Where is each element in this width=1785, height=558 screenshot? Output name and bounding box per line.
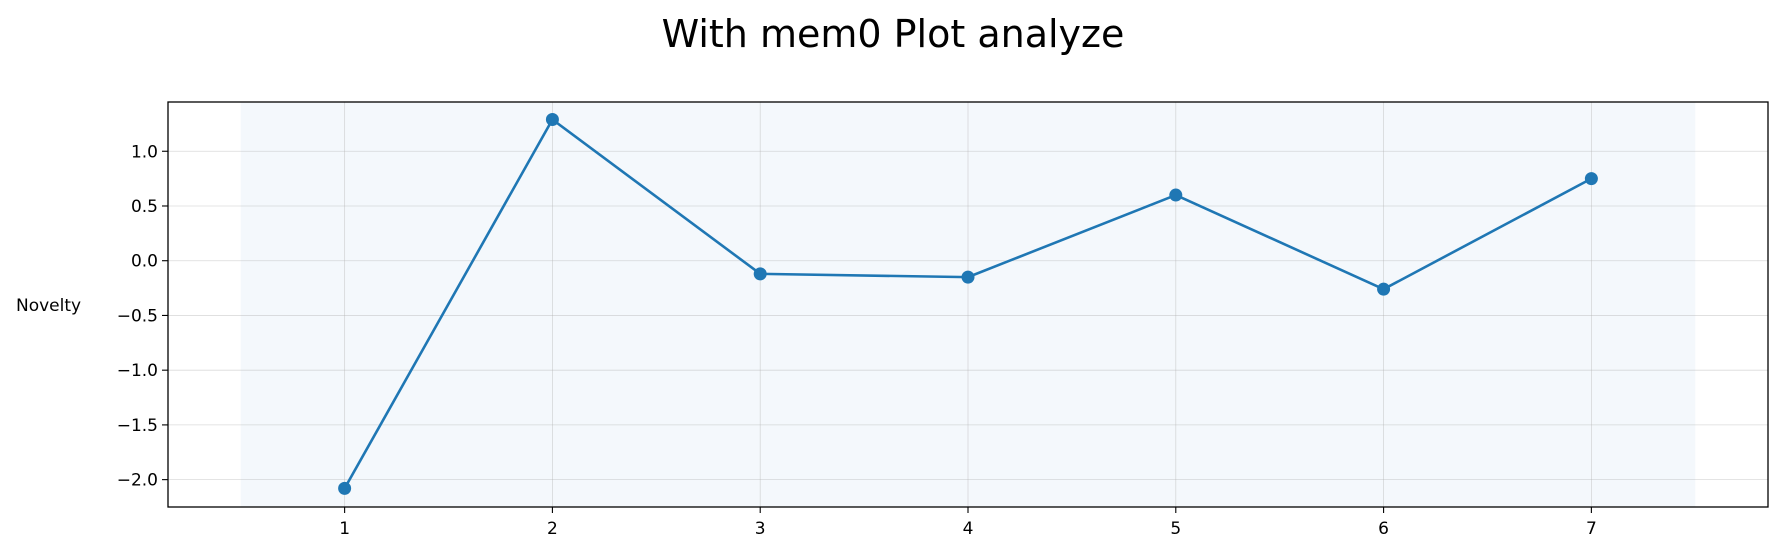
data-point [545, 113, 559, 127]
data-point [1584, 172, 1598, 186]
x-tick-label: 3 [755, 519, 766, 539]
data-point [753, 267, 767, 281]
y-tick-label: 1.0 [131, 142, 158, 162]
y-tick-label: 0.0 [131, 252, 158, 272]
data-point [961, 270, 975, 284]
data-point [1377, 282, 1391, 296]
shaded-region [240, 102, 1696, 507]
y-tick-label: −2.0 [117, 471, 158, 491]
data-point [338, 481, 352, 495]
y-tick-label: −1.0 [117, 361, 158, 381]
data-point [1169, 188, 1183, 202]
x-tick-label: 5 [1170, 519, 1181, 539]
y-axis-label: Novelty [16, 296, 81, 316]
x-tick-label: 2 [547, 519, 558, 539]
y-tick-label: −1.5 [117, 416, 158, 436]
x-tick-label: 1 [339, 519, 350, 539]
y-tick-label: 0.5 [131, 197, 158, 217]
plot-area: 1 2 3 4 5 6 7 1.0 0.5 0.0 −0.5 −1.0 −1.5 −2.0 [117, 101, 1769, 539]
y-tick-label: −0.5 [117, 306, 158, 326]
chart-title: With mem0 Plot analyze [662, 12, 1125, 56]
x-tick-label: 4 [963, 519, 974, 539]
x-tick-label: 7 [1586, 519, 1597, 539]
x-tick-label: 6 [1378, 519, 1389, 539]
